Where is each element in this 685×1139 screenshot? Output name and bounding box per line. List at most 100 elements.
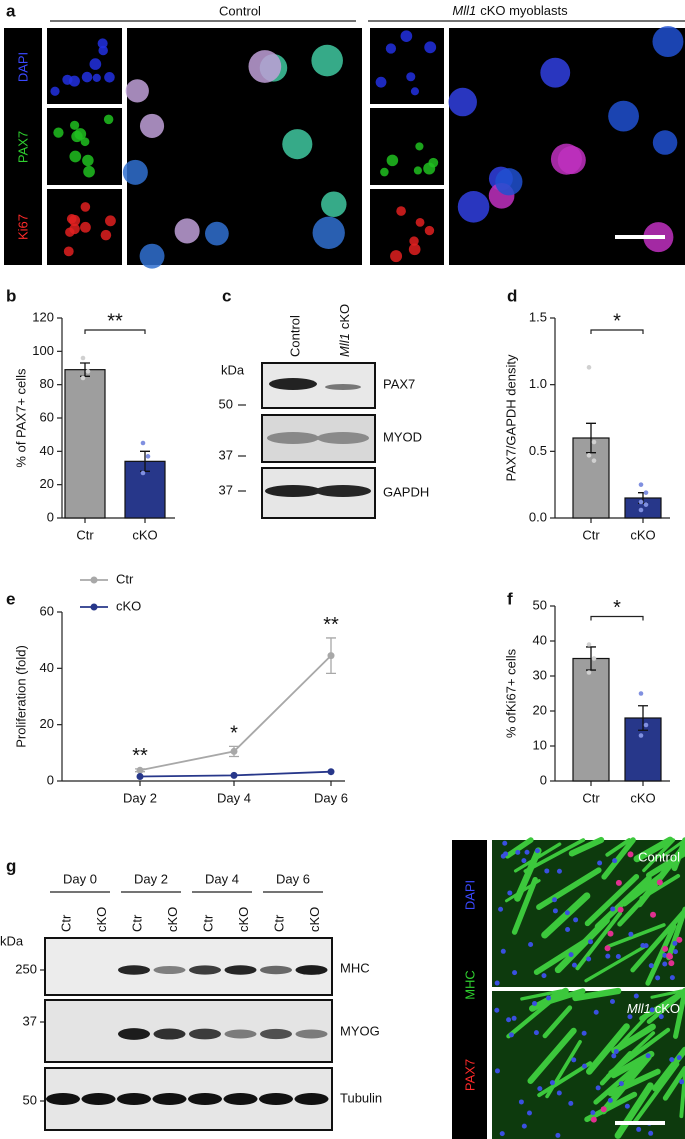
lane-label: Control	[287, 315, 302, 357]
nucleus	[533, 1030, 539, 1036]
channel-label: PAX7	[15, 131, 30, 163]
band	[118, 1028, 150, 1040]
myotube	[584, 944, 647, 983]
marker-ticks	[238, 404, 246, 492]
band	[224, 1029, 257, 1039]
protein-label: Tubulin	[340, 1090, 382, 1105]
nucleus	[600, 1106, 607, 1113]
myotube	[630, 908, 685, 973]
y-tick-label: 60	[40, 603, 54, 618]
nucleus	[571, 1057, 577, 1063]
data-point	[591, 439, 597, 445]
myotube	[650, 989, 683, 999]
myotube	[673, 988, 685, 1039]
marker-label: 50	[219, 396, 233, 411]
nucleus	[508, 1032, 514, 1038]
legend-marker	[90, 603, 98, 611]
nucleus	[424, 225, 435, 236]
x-tick-label: Ctr	[76, 527, 94, 542]
nucleus	[607, 930, 614, 937]
marker-label: 250	[15, 961, 37, 976]
nucleus	[526, 1110, 532, 1116]
significance-bracket	[590, 329, 644, 334]
nucleus	[68, 75, 80, 87]
nucleus	[506, 1017, 512, 1023]
x-tick-label: cKO	[630, 790, 655, 805]
panel-letter: e	[6, 589, 15, 608]
nucleus	[556, 868, 562, 874]
myotube	[542, 1005, 573, 1039]
day-label: Day 2	[134, 871, 168, 886]
y-tick-label: 120	[32, 309, 54, 324]
myotube	[572, 987, 622, 1002]
group-label: Mll1 cKO myoblasts	[452, 3, 568, 18]
blot	[261, 362, 376, 519]
nucleus	[586, 956, 592, 962]
kda-label: kDa	[221, 362, 245, 377]
bar	[64, 369, 106, 519]
y-tick-label: 1.0	[529, 376, 547, 391]
nucleus	[669, 975, 675, 981]
nucleus	[428, 157, 439, 168]
lane-label: cKO	[94, 907, 109, 932]
day-label: Day 4	[205, 871, 239, 886]
nucleus	[282, 129, 313, 160]
marker-label: 50	[23, 1092, 37, 1107]
data-point	[145, 454, 151, 459]
nucleus	[645, 1053, 651, 1059]
data-point	[638, 482, 644, 487]
nucleus	[424, 41, 437, 54]
data-point	[136, 772, 144, 780]
nucleus	[662, 945, 669, 952]
nucleus	[655, 975, 661, 981]
significance: *	[230, 723, 238, 745]
myotube	[611, 1023, 656, 1054]
band	[153, 966, 186, 974]
nucleus	[571, 962, 577, 968]
myotube	[511, 876, 538, 935]
myotube	[594, 875, 652, 930]
channel-label: PAX7	[462, 1059, 477, 1091]
myotube	[520, 989, 563, 1001]
myotube	[645, 923, 677, 986]
nucleus	[524, 849, 530, 855]
x-tick-label: Day 4	[217, 790, 251, 805]
nucleus	[507, 890, 513, 896]
y-tick-label: 20	[533, 702, 547, 717]
nucleus	[573, 917, 579, 923]
nucleus	[672, 949, 678, 955]
nucleus	[667, 953, 674, 960]
micrographs	[492, 836, 685, 1139]
y-tick-label: 20	[40, 716, 54, 731]
day-label: Day 0	[63, 871, 97, 886]
panel-letter: b	[6, 286, 16, 305]
nucleus	[380, 167, 389, 177]
nucleus	[565, 926, 571, 932]
nucleus	[607, 1097, 613, 1103]
label-column	[452, 840, 487, 1139]
y-tick-label: 60	[40, 409, 54, 424]
nucleus	[406, 72, 416, 82]
band	[224, 965, 257, 975]
nucleus	[668, 960, 675, 967]
nucleus	[581, 1063, 587, 1069]
nucleus	[540, 57, 571, 88]
y-tick-label: 50	[533, 597, 547, 612]
nucleus	[615, 879, 622, 886]
panel-letter: f	[507, 589, 513, 608]
y-tick-label: 0.0	[529, 509, 547, 524]
nucleus	[386, 154, 399, 167]
legend-label: cKO	[116, 598, 141, 613]
nucleus	[593, 1009, 599, 1015]
nucleus	[390, 250, 403, 263]
nucleus	[556, 1090, 562, 1096]
legend-marker	[90, 576, 98, 584]
band	[189, 965, 221, 975]
nucleus	[98, 45, 108, 56]
label-column	[4, 28, 42, 265]
myotube	[599, 1051, 633, 1086]
image-rest: cKO	[655, 1001, 680, 1016]
nucleus	[552, 908, 558, 914]
band	[259, 1093, 293, 1105]
